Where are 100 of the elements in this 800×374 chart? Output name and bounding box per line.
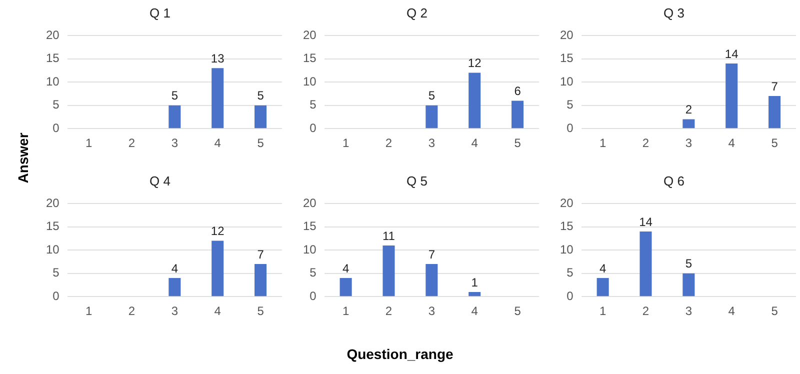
x-tick-label: 3: [171, 136, 178, 150]
x-tick-label: 5: [257, 304, 264, 318]
y-tick-label: 10: [560, 242, 574, 256]
x-tick-label: 1: [342, 304, 350, 318]
y-tick-label: 15: [560, 51, 574, 66]
y-tick-label: 20: [46, 28, 60, 42]
data-label: 4: [171, 261, 178, 276]
bar: [254, 264, 267, 296]
x-tick-label: 3: [428, 304, 436, 318]
y-tick-label: 20: [560, 196, 574, 210]
y-tick-label: 15: [46, 51, 60, 66]
x-tick-label: 1: [342, 136, 350, 150]
chart-title: Q 6: [664, 173, 684, 188]
chart-title: Q 3: [664, 5, 684, 20]
chart-title: Q 2: [406, 5, 428, 20]
x-tick-label: 2: [385, 136, 392, 150]
y-tick-label: 15: [302, 51, 317, 66]
y-tick-label: 0: [566, 288, 574, 303]
x-tick-label: 5: [514, 304, 522, 318]
x-tick-label: 4: [471, 136, 478, 150]
y-tick-label: 0: [52, 120, 60, 135]
y-tick-label: 5: [310, 98, 317, 112]
x-tick-label: 4: [214, 304, 222, 318]
x-tick-label: 2: [642, 304, 650, 318]
y-tick-label: 10: [560, 74, 574, 88]
y-tick-label: 10: [302, 74, 317, 88]
bar: [682, 119, 695, 128]
y-tick-label: 0: [310, 288, 317, 303]
y-tick-label: 5: [310, 266, 317, 280]
y-tick-label: 5: [52, 266, 60, 280]
bar: [468, 292, 481, 296]
data-label: 12: [468, 56, 482, 70]
y-tick-label: 10: [302, 242, 317, 256]
y-tick-label: 20: [46, 196, 60, 210]
x-tick-label: 5: [771, 304, 778, 318]
bar: [726, 64, 738, 128]
x-tick-label: 5: [257, 136, 264, 150]
x-tick-label: 1: [599, 304, 606, 318]
data-label: 1: [471, 275, 478, 290]
y-tick-label: 20: [302, 28, 317, 42]
y-tick-label: 0: [52, 288, 60, 303]
data-label: 14: [639, 214, 653, 229]
data-label: 14: [724, 46, 739, 61]
bar: [426, 105, 438, 128]
y-tick-label: 15: [560, 219, 574, 234]
data-label: 12: [210, 224, 225, 238]
data-label: 7: [257, 247, 264, 262]
data-label: 5: [428, 88, 436, 103]
x-tick-label: 4: [728, 136, 736, 150]
x-tick-label: 2: [128, 136, 136, 150]
x-tick-label: 5: [771, 136, 778, 150]
bar: [512, 100, 524, 128]
data-label: 6: [514, 84, 522, 98]
bar: [682, 273, 695, 296]
y-tick-label: 10: [46, 242, 60, 256]
bar: [426, 264, 438, 296]
x-tick-label: 2: [128, 304, 136, 318]
y-tick-label: 20: [302, 196, 317, 210]
x-tick-label: 3: [685, 304, 692, 318]
x-tick-label: 1: [85, 136, 92, 150]
x-tick-label: 2: [642, 136, 650, 150]
x-tick-label: 3: [171, 304, 178, 318]
y-axis-title: Answer: [15, 132, 31, 186]
bar: [596, 278, 609, 296]
chart-title: Q 5: [406, 173, 428, 188]
x-tick-label: 4: [214, 136, 222, 150]
x-tick-label: 3: [428, 136, 436, 150]
x-tick-label: 1: [599, 136, 606, 150]
data-label: 2: [685, 102, 692, 117]
y-tick-label: 0: [566, 120, 574, 135]
bar: [340, 278, 352, 296]
x-tick-label: 3: [685, 136, 692, 150]
y-tick-label: 20: [560, 28, 574, 42]
y-tick-label: 10: [46, 74, 60, 88]
bar: [168, 278, 181, 296]
data-label: 4: [342, 261, 350, 276]
y-tick-label: 15: [302, 219, 317, 234]
x-axis-title: Question_range: [346, 346, 454, 362]
chart-title: Q 4: [150, 173, 170, 188]
bar: [468, 72, 481, 128]
data-label: 13: [210, 51, 225, 66]
data-label: 5: [171, 88, 178, 103]
bar: [212, 240, 224, 296]
bar: [382, 245, 395, 296]
bar: [640, 232, 652, 296]
y-tick-label: 5: [566, 266, 574, 280]
y-tick-label: 15: [46, 219, 60, 234]
y-tick-label: 0: [310, 120, 317, 135]
data-label: 5: [257, 88, 264, 103]
x-tick-label: 4: [728, 304, 736, 318]
x-tick-label: 5: [514, 136, 522, 150]
bar: [768, 96, 781, 128]
data-label: 4: [599, 261, 606, 276]
x-tick-label: 2: [385, 304, 392, 318]
data-label: 11: [382, 228, 396, 243]
data-label: 7: [428, 247, 436, 262]
y-tick-label: 5: [566, 98, 574, 112]
y-tick-label: 5: [52, 98, 60, 112]
x-tick-label: 4: [471, 304, 478, 318]
data-label: 5: [685, 256, 692, 271]
